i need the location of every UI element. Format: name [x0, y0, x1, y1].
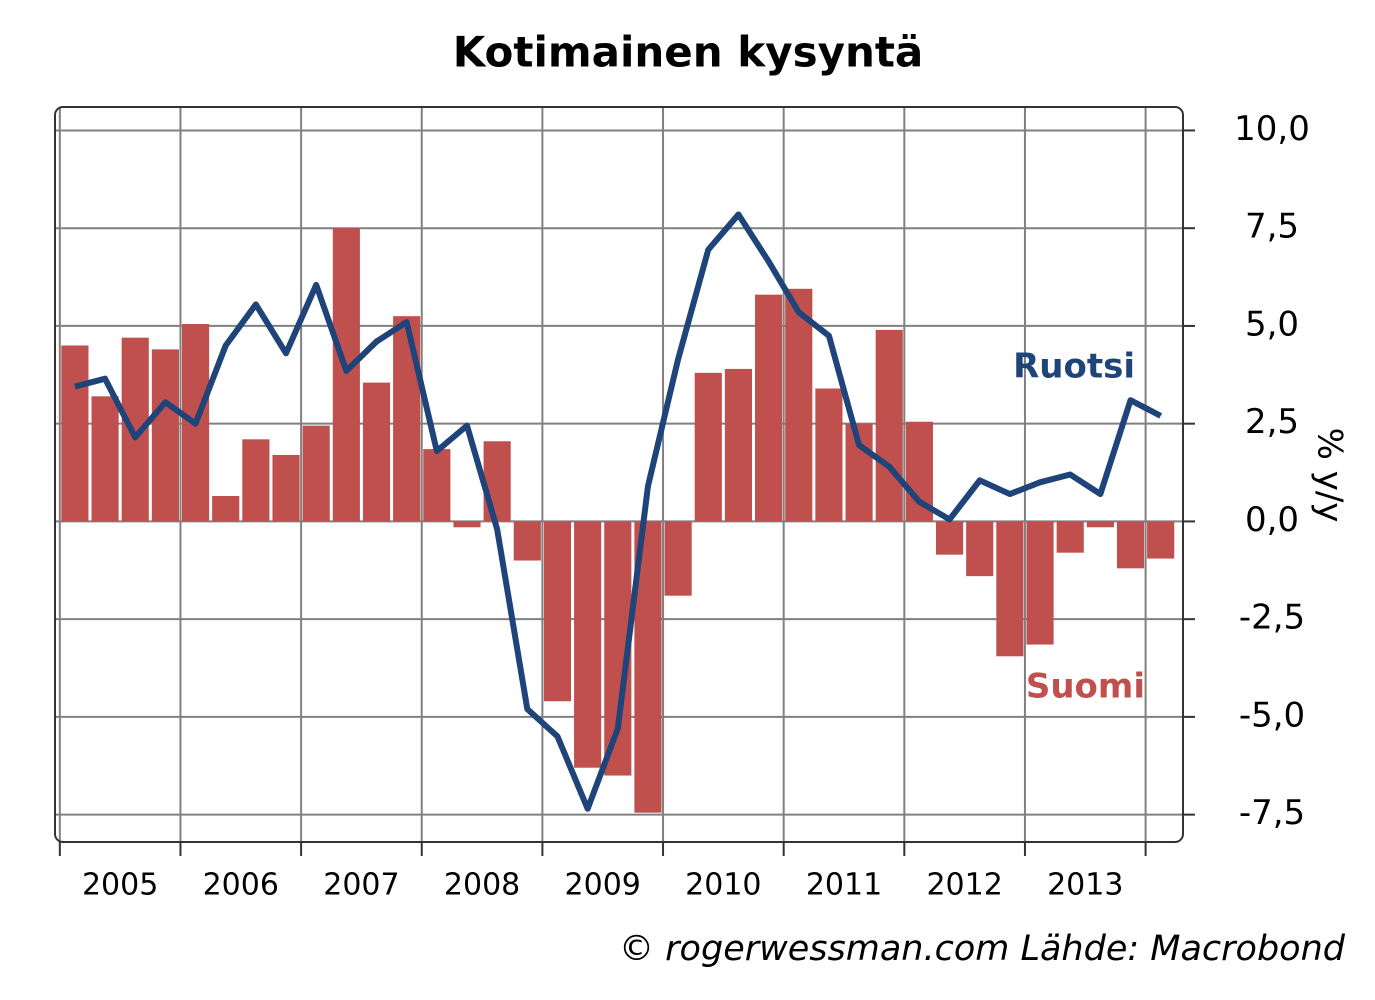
y-tick-label: 10,0: [1234, 109, 1310, 149]
x-tick-label: 2007: [323, 868, 399, 903]
y-tick-label: 0,0: [1245, 500, 1299, 540]
bar: [453, 521, 481, 528]
bar: [1147, 521, 1175, 559]
bar: [664, 521, 692, 596]
plot-frame: [54, 106, 1184, 843]
bar: [1056, 521, 1084, 553]
bar: [272, 454, 300, 522]
y-tick-label: 2,5: [1245, 402, 1299, 442]
y-tick-label: -7,5: [1239, 793, 1305, 833]
bar: [423, 449, 451, 522]
bar: [966, 521, 994, 577]
bar: [935, 521, 964, 555]
bar: [91, 396, 119, 522]
bar: [875, 329, 903, 522]
x-tick-label: 2013: [1047, 868, 1123, 903]
x-tick-label: 2008: [444, 868, 520, 903]
y-tick-label: 7,5: [1245, 207, 1299, 247]
series-label: Suomi: [1026, 667, 1145, 707]
x-tick-label: 2005: [82, 868, 158, 903]
x-tick-label: 2009: [565, 868, 641, 903]
bar: [242, 439, 270, 522]
bar: [332, 228, 360, 522]
bar: [724, 368, 753, 522]
x-tick-label: 2012: [926, 868, 1002, 903]
bar: [815, 388, 843, 522]
bar: [543, 521, 572, 702]
y-tick-label: -2,5: [1239, 598, 1305, 638]
bar: [996, 521, 1024, 657]
y-tick-label: 5,0: [1245, 304, 1299, 344]
bar: [785, 288, 813, 522]
line: [74, 211, 1163, 812]
bar: [151, 349, 179, 522]
series-label: Ruotsi: [1013, 347, 1135, 387]
bar: [393, 316, 421, 522]
chart-title: Kotimainen kysyntä: [453, 28, 924, 77]
bar: [1116, 521, 1145, 569]
y-axis-label: % y/y: [1310, 428, 1350, 523]
bar: [483, 441, 511, 522]
bar: [513, 521, 541, 561]
bar: [61, 345, 89, 522]
bar: [1086, 521, 1114, 528]
x-tick-label: 2011: [806, 868, 882, 903]
source: © rogerwessman.com Lähde: Macrobond: [619, 929, 1346, 969]
bar: [1026, 521, 1054, 645]
x-tick-label: 2006: [203, 868, 279, 903]
bar: [362, 382, 391, 522]
bar: [694, 372, 722, 522]
y-tick-label: -5,0: [1239, 695, 1305, 735]
bar: [755, 294, 783, 522]
bar: [574, 521, 602, 768]
bar: [302, 425, 330, 522]
x-tick-label: 2010: [685, 868, 761, 903]
bar: [212, 496, 240, 522]
